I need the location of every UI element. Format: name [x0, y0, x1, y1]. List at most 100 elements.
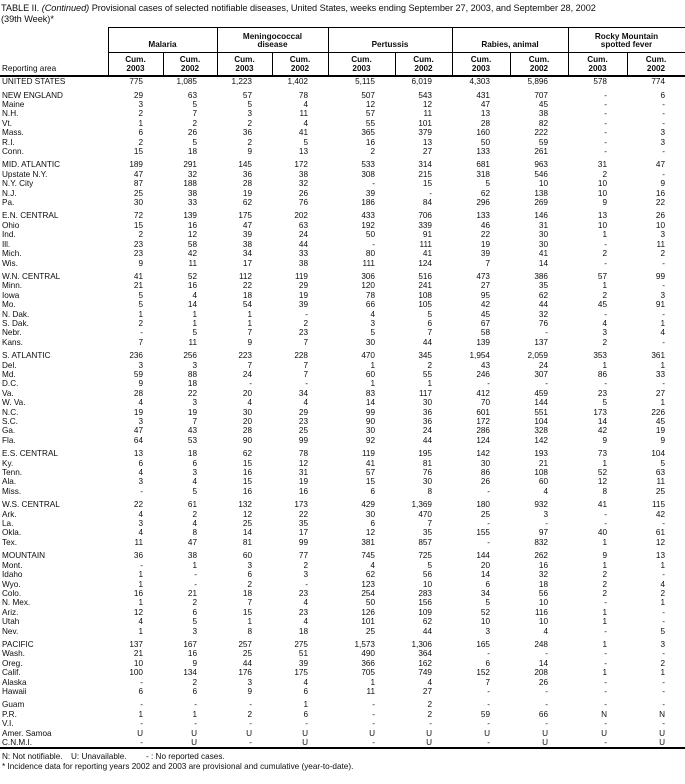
data-cell: 963 — [534, 160, 548, 170]
data-cell: 25 — [655, 486, 666, 496]
data-cell: 36 — [422, 417, 432, 426]
data-cell: 56 — [422, 570, 432, 580]
row-label: Amer. Samoa — [2, 728, 52, 738]
data-cell: 64 — [133, 435, 143, 445]
data-cell: 18 — [187, 449, 197, 459]
data-cell: 11 — [656, 477, 666, 487]
row-label: D.C. — [2, 379, 19, 389]
data-cell: - — [604, 379, 607, 389]
data-cell: 172 — [294, 160, 308, 170]
data-cell: 725 — [418, 551, 432, 561]
data-cell: - — [604, 100, 607, 109]
data-cell: 13 — [133, 449, 143, 459]
data-cell: 286 — [476, 426, 490, 436]
column-subheader: Cum. 2002 — [509, 52, 569, 78]
data-cell: 2 — [247, 709, 252, 719]
row-label: Mont. — [2, 560, 23, 570]
data-cell: 30 — [365, 337, 375, 347]
data-cell: 100 — [129, 668, 143, 678]
data-cell: 2 — [427, 700, 432, 710]
row-label: UNITED STATES — [2, 77, 66, 87]
data-cell: 91 — [655, 300, 666, 310]
data-cell: U — [426, 728, 432, 738]
row-label: Guam — [2, 700, 25, 710]
data-cell: 1 — [660, 398, 666, 408]
table-row: Minn. 21 16 22 29 120 241 27 35 1 - — [0, 281, 685, 290]
data-cell: 533 — [361, 160, 375, 170]
data-cell: 43 — [187, 426, 197, 436]
data-cell: 29 — [298, 407, 308, 417]
data-cell: 366 — [361, 658, 375, 668]
data-cell: 70 — [480, 398, 490, 408]
data-cell: 5 — [192, 617, 197, 627]
row-label: N. Dak. — [2, 309, 30, 319]
data-cell: 386 — [534, 271, 548, 281]
data-cell: 144 — [476, 551, 490, 561]
row-label: Ky. — [2, 458, 14, 468]
data-cell: 41 — [422, 249, 432, 259]
data-cell: 551 — [534, 407, 548, 417]
data-cell: 156 — [418, 598, 432, 608]
data-cell: 10 — [480, 617, 490, 627]
data-cell: 192 — [361, 220, 375, 230]
data-cell: 28 — [133, 388, 143, 398]
data-cell: 2 — [602, 588, 607, 598]
title-continued: (Continued) — [41, 3, 90, 13]
data-cell: 104 — [651, 449, 666, 459]
data-cell: 4 — [303, 617, 308, 627]
data-cell: 133 — [476, 147, 490, 157]
data-cell: 54 — [242, 300, 252, 310]
data-cell: 16 — [538, 560, 548, 570]
data-cell: 173 — [593, 407, 607, 417]
data-cell: 145 — [238, 160, 252, 170]
data-cell: 257 — [238, 639, 252, 649]
data-cell: 46 — [480, 220, 490, 230]
data-cell: 3 — [543, 509, 548, 519]
data-cell: 17 — [242, 258, 252, 268]
data-cell: 38 — [298, 169, 308, 179]
data-cell: U — [484, 728, 490, 738]
table-row: Md. 59 88 24 7 60 55 246 307 86 33 — [0, 370, 685, 379]
data-cell: 41 — [365, 458, 375, 468]
data-cell: 50 — [480, 137, 490, 147]
data-cell: 1,306 — [411, 639, 433, 649]
data-cell: 41 — [538, 249, 548, 259]
data-cell: 4 — [370, 560, 375, 570]
data-cell: 256 — [183, 351, 197, 361]
data-cell: 175 — [238, 211, 252, 221]
data-cell: 99 — [298, 537, 308, 547]
data-cell: 6 — [370, 486, 375, 496]
row-label: Tex. — [2, 537, 18, 547]
data-cell: 6 — [303, 686, 308, 696]
data-cell: 578 — [593, 77, 607, 87]
table-row: E.S. CENTRAL 13 18 62 78 119 195 142 193 73 104 — [0, 449, 685, 458]
row-label: N. Mex. — [2, 598, 31, 608]
data-cell: 5 — [247, 100, 252, 109]
data-cell: - — [487, 686, 490, 696]
data-cell: 1 — [602, 230, 607, 240]
table-row: S. ATLANTIC 236 256 223 228 470 345 1,954 2,059 3… — [0, 351, 685, 360]
table-row: NEW ENGLAND 29 63 57 78 507 543 431 707 - 6 — [0, 91, 685, 100]
data-cell: 165 — [476, 639, 490, 649]
data-cell: 14 — [480, 570, 490, 580]
data-cell: 2 — [660, 588, 666, 598]
table-row: Tenn. 4 3 16 31 57 76 86 108 52 63 — [0, 468, 685, 477]
data-cell: 2 — [602, 169, 607, 179]
data-cell: U — [191, 728, 197, 738]
data-cell: 3 — [660, 128, 666, 138]
row-label: Hawaii — [2, 686, 27, 696]
data-cell: 73 — [597, 449, 607, 459]
data-cell: - — [194, 719, 197, 729]
data-cell: - — [604, 686, 607, 696]
data-cell: 3 — [370, 318, 375, 328]
table-row: Guam - - - 1 - 2 - - - - — [0, 700, 685, 709]
row-label: N.H. — [2, 109, 19, 119]
data-cell: 111 — [362, 258, 375, 268]
data-cell: - — [604, 677, 607, 687]
data-cell: 1 — [602, 360, 607, 370]
table-row: Tex. 11 47 81 99 381 857 - 832 1 12 — [0, 538, 685, 547]
data-cell: 18 — [187, 379, 197, 389]
data-cell: 35 — [422, 528, 432, 538]
data-cell: 6 — [192, 458, 197, 468]
data-cell: 1 — [660, 560, 666, 570]
